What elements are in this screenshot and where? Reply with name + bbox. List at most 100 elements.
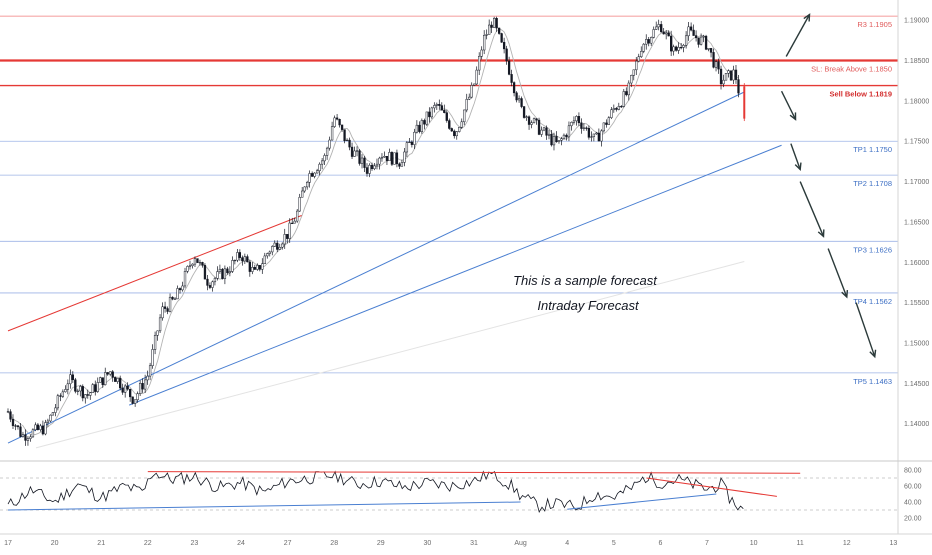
candle-body: [684, 35, 688, 46]
candle-body: [717, 61, 720, 70]
candle-body: [208, 285, 212, 288]
candle-body: [350, 146, 354, 157]
candle-body: [266, 253, 269, 257]
candle: [241, 255, 244, 266]
candle: [56, 393, 60, 411]
candle: [719, 65, 723, 90]
candle: [301, 187, 304, 198]
candle: [14, 424, 17, 431]
candle: [547, 129, 551, 140]
price-tick-label: 1.16500: [904, 219, 929, 226]
candle: [21, 431, 25, 438]
candle-body: [393, 152, 396, 165]
candle: [438, 99, 441, 110]
candle: [258, 265, 261, 272]
candle-body: [291, 222, 294, 225]
candle: [375, 158, 379, 170]
candle-body: [178, 288, 182, 291]
candle: [557, 140, 561, 144]
annotation-sample-forecast: This is a sample forecast: [513, 273, 658, 288]
candle: [670, 30, 673, 57]
candle: [650, 36, 653, 46]
candle-body: [301, 190, 304, 198]
candle-body: [537, 119, 541, 135]
candle-body: [423, 120, 426, 125]
candle: [667, 30, 670, 37]
candle: [228, 266, 232, 277]
candle-body: [121, 387, 124, 393]
candle: [196, 258, 199, 263]
candle-body: [248, 261, 251, 272]
candle-body: [403, 151, 406, 163]
candle: [173, 297, 177, 300]
candle: [76, 388, 79, 396]
candle-body: [699, 36, 703, 45]
candle-body: [84, 394, 87, 399]
candle-body: [171, 296, 174, 300]
candle: [168, 293, 172, 313]
candle: [522, 105, 526, 119]
candle: [385, 156, 389, 165]
candle-body: [430, 107, 433, 118]
level-label: TP4 1.1562: [853, 297, 892, 306]
candle: [415, 120, 419, 134]
candle: [602, 122, 606, 133]
candle: [91, 383, 94, 393]
candle-body: [335, 117, 339, 120]
candle-body: [545, 127, 548, 136]
candle-body: [408, 141, 411, 143]
candle: [226, 266, 229, 275]
candle-body: [460, 121, 463, 128]
candle-body: [39, 425, 42, 430]
candle: [652, 26, 655, 39]
candle-body: [587, 128, 591, 138]
candle: [468, 93, 471, 101]
candle: [350, 142, 354, 159]
candle: [355, 146, 359, 157]
oscillator-tick-label: 80.00: [904, 468, 922, 475]
candle: [268, 250, 271, 257]
candle: [6, 408, 10, 413]
candle: [39, 423, 42, 432]
candle: [582, 123, 586, 131]
candle-body: [650, 37, 653, 44]
candle-body: [670, 35, 673, 52]
level-label: TP2 1.1708: [853, 179, 892, 188]
price-tick-label: 1.15000: [904, 340, 929, 347]
candle-body: [612, 108, 615, 111]
candle-body: [181, 285, 184, 291]
candle: [689, 22, 693, 32]
candle: [410, 140, 414, 148]
candle-body: [119, 378, 122, 389]
candle: [734, 65, 738, 84]
candle-body: [637, 56, 640, 62]
candle: [330, 121, 334, 141]
candle: [64, 385, 67, 393]
candle-body: [236, 252, 239, 261]
candle-body: [737, 79, 740, 94]
candle-body: [572, 120, 576, 123]
candle-body: [193, 258, 197, 265]
candle-body: [311, 173, 314, 177]
candle-body: [228, 271, 232, 274]
candle: [645, 34, 648, 50]
candle: [380, 153, 384, 162]
candle-body: [94, 384, 97, 392]
candle: [283, 228, 286, 249]
candle: [44, 419, 47, 436]
forecast-arrow-shaft: [780, 90, 797, 120]
candle: [345, 138, 349, 142]
candle-body: [567, 125, 571, 138]
candle: [550, 130, 553, 147]
candle-body: [223, 268, 227, 279]
candle: [191, 263, 194, 269]
oscillator-tick-label: 20.00: [904, 516, 922, 523]
candle-body: [425, 111, 428, 125]
candle-body: [99, 377, 102, 383]
candle: [143, 374, 147, 393]
candle: [325, 146, 329, 160]
forecast-arrow-head: [817, 229, 825, 238]
candle-body: [540, 129, 543, 135]
forecast-arrows-layer: [780, 13, 877, 359]
